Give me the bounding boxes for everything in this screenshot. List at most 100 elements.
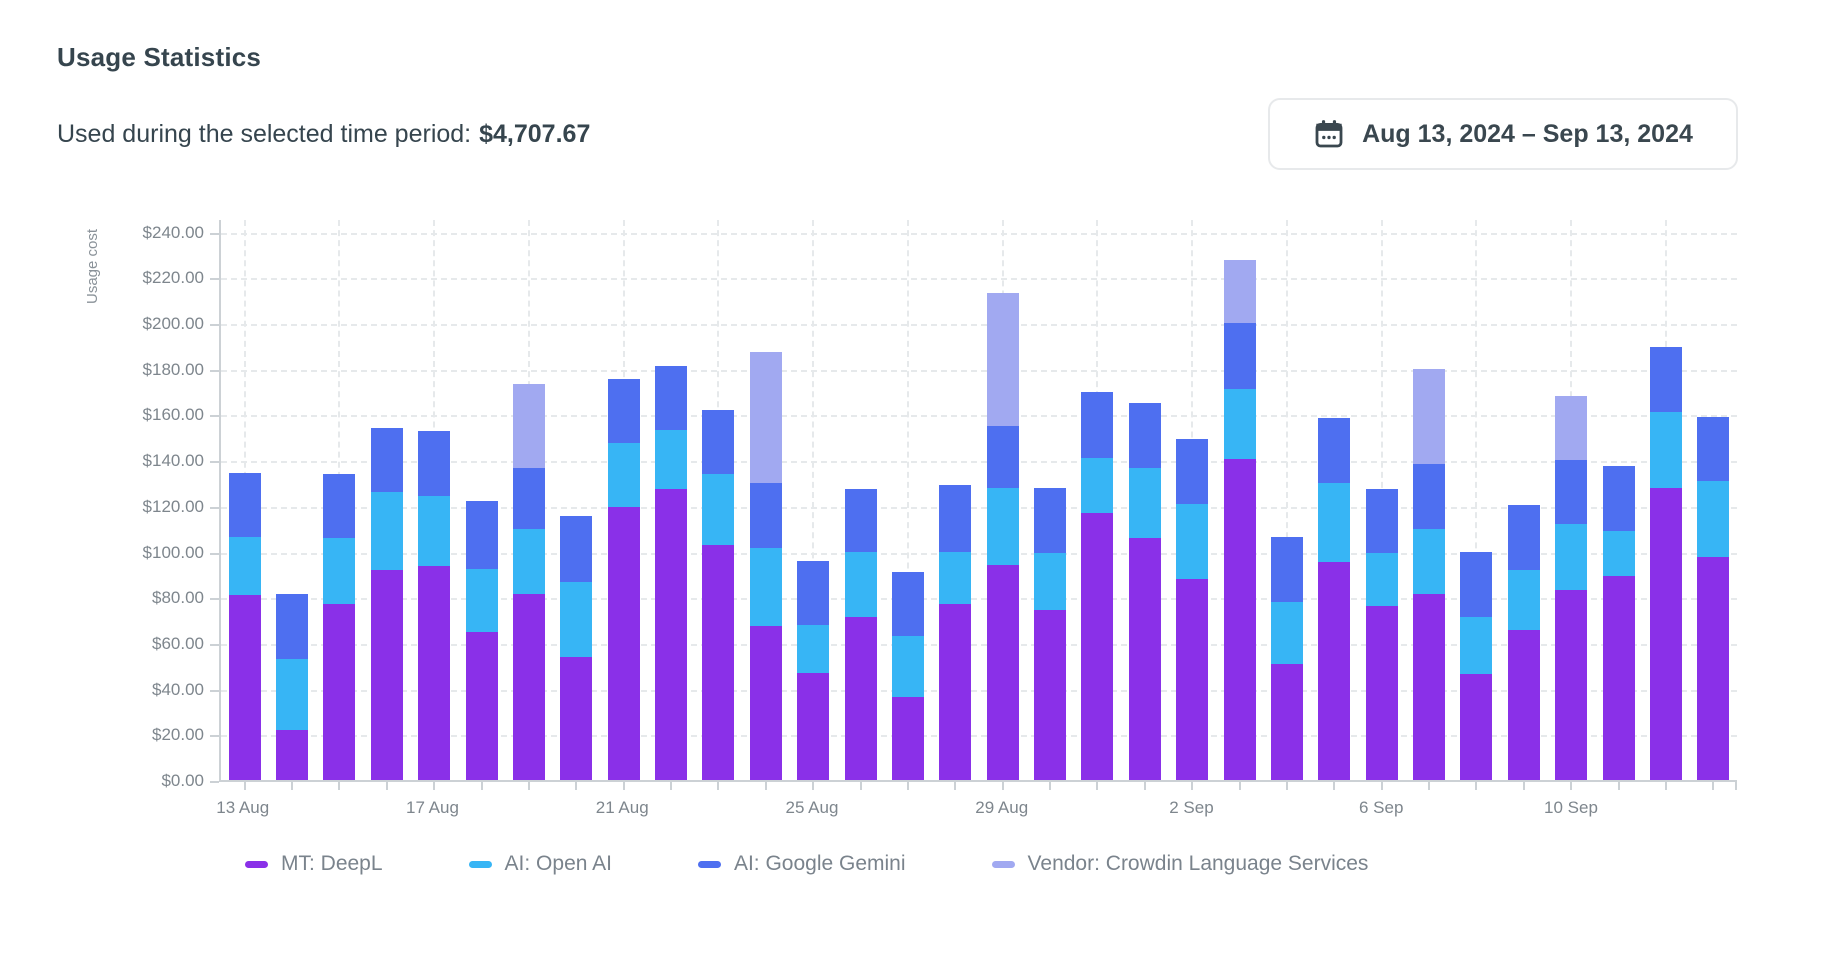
stacked-bar-21-aug[interactable] — [607, 220, 640, 780]
h-gridline — [221, 324, 1737, 327]
stacked-bar-2-sep[interactable] — [1176, 220, 1209, 780]
x-axis-tick — [1522, 782, 1525, 790]
legend-item-ai-google-gemini[interactable]: AI: Google Gemini — [697, 852, 906, 876]
stacked-bar-16-aug[interactable] — [370, 220, 403, 780]
y-axis-tick-label: $200.00 — [142, 314, 204, 334]
stacked-bar-4-sep[interactable] — [1270, 220, 1303, 780]
bar-segment — [323, 537, 356, 605]
bar-segment — [1413, 593, 1446, 780]
stacked-bar-20-aug[interactable] — [560, 220, 593, 780]
stacked-bar-5-sep[interactable] — [1318, 220, 1351, 780]
bar-slot — [1216, 220, 1263, 780]
bar-segment — [1034, 609, 1067, 780]
stacked-bar-14-aug[interactable] — [276, 220, 309, 780]
bar-segment — [1176, 503, 1209, 579]
bar-segment — [1223, 389, 1256, 459]
legend-item-vendor-crowdin-language-services[interactable]: Vendor: Crowdin Language Services — [991, 852, 1369, 876]
y-axis-tick — [210, 369, 219, 372]
bar-segment — [1081, 512, 1114, 780]
y-axis-tick-label: $220.00 — [142, 268, 204, 288]
bar-segment — [1270, 536, 1303, 602]
chart-legend: MT: DeepL AI: Open AI AI: Google Gemini Ven… — [245, 852, 1368, 876]
legend-label: MT: DeepL — [281, 852, 383, 875]
legend-item-ai-open-ai[interactable]: AI: Open AI — [468, 852, 612, 876]
stacked-bar-27-aug[interactable] — [891, 220, 924, 780]
y-axis-tick — [210, 461, 219, 464]
stacked-bar-31-aug[interactable] — [1081, 220, 1114, 780]
stacked-bar-1-sep[interactable] — [1128, 220, 1161, 780]
bar-segment — [749, 625, 782, 780]
bar-slot — [1263, 220, 1310, 780]
stacked-bar-13-sep[interactable] — [1697, 220, 1730, 780]
y-axis-tick-label: $20.00 — [152, 725, 204, 745]
y-axis-tick — [210, 643, 219, 646]
bar-segment — [1223, 260, 1256, 324]
stacked-bar-22-aug[interactable] — [655, 220, 688, 780]
bar-slot — [695, 220, 742, 780]
bar-segment — [370, 492, 403, 570]
stacked-bar-25-aug[interactable] — [797, 220, 830, 780]
stacked-bar-12-sep[interactable] — [1649, 220, 1682, 780]
bar-segment — [1697, 480, 1730, 558]
stacked-bar-6-sep[interactable] — [1365, 220, 1398, 780]
bar-slot — [600, 220, 647, 780]
bar-segment — [939, 485, 972, 552]
bar-segment — [749, 548, 782, 626]
x-axis-tick — [575, 782, 578, 790]
legend-item-mt-deepl[interactable]: MT: DeepL — [245, 852, 383, 876]
legend-label: AI: Open AI — [504, 852, 612, 875]
stacked-bar-24-aug[interactable] — [749, 220, 782, 780]
stacked-bar-19-aug[interactable] — [512, 220, 545, 780]
stacked-bar-23-aug[interactable] — [702, 220, 735, 780]
x-axis-tick — [1617, 782, 1620, 790]
stacked-bar-17-aug[interactable] — [418, 220, 451, 780]
bar-segment — [1649, 347, 1682, 413]
stacked-bar-15-aug[interactable] — [323, 220, 356, 780]
bar-segment — [323, 604, 356, 780]
stacked-bar-13-aug[interactable] — [228, 220, 261, 780]
bar-segment — [1223, 459, 1256, 780]
bar-segment — [370, 569, 403, 780]
x-axis-end-tick — [1735, 782, 1737, 790]
stacked-bar-30-aug[interactable] — [1034, 220, 1067, 780]
bar-segment — [560, 582, 593, 657]
bar-slot — [553, 220, 600, 780]
bar-segment — [465, 568, 498, 632]
stacked-bar-28-aug[interactable] — [939, 220, 972, 780]
x-axis-tick-label: 25 Aug — [785, 798, 839, 817]
stacked-bar-26-aug[interactable] — [844, 220, 877, 780]
bar-slot — [1121, 220, 1168, 780]
x-axis-tick-label: 6 Sep — [1359, 798, 1404, 817]
h-gridline — [221, 689, 1737, 692]
bar-segment — [607, 507, 640, 780]
x-axis-tick — [1570, 782, 1573, 790]
v-gridline — [812, 220, 815, 780]
x-axis-tick — [859, 782, 862, 790]
legend-label: Vendor: Crowdin Language Services — [1027, 852, 1369, 875]
bar-slot — [221, 220, 268, 780]
bar-segment — [1223, 323, 1256, 390]
calendar-icon — [1313, 118, 1345, 150]
stacked-bar-7-sep[interactable] — [1413, 220, 1446, 780]
y-axis-tick — [210, 689, 219, 692]
h-gridline — [221, 232, 1737, 235]
h-gridline — [221, 461, 1737, 464]
bar-slot — [1453, 220, 1500, 780]
stacked-bar-11-sep[interactable] — [1602, 220, 1635, 780]
x-axis-tick — [243, 782, 246, 790]
stacked-bar-18-aug[interactable] — [465, 220, 498, 780]
x-axis-tick-label: 17 Aug — [405, 798, 459, 817]
bar-slot — [1358, 220, 1405, 780]
stacked-bar-3-sep[interactable] — [1223, 220, 1256, 780]
bar-slot — [1169, 220, 1216, 780]
stacked-bar-8-sep[interactable] — [1460, 220, 1493, 780]
page-title: Usage Statistics — [57, 42, 262, 72]
bar-segment — [1602, 531, 1635, 576]
stacked-bar-29-aug[interactable] — [986, 220, 1019, 780]
stacked-bar-10-sep[interactable] — [1555, 220, 1588, 780]
stacked-bar-9-sep[interactable] — [1507, 220, 1540, 780]
bar-segment — [418, 495, 451, 567]
bar-segment — [418, 566, 451, 780]
date-range-button[interactable]: Aug 13, 2024 – Sep 13, 2024 — [1268, 98, 1738, 170]
bar-segment — [1649, 412, 1682, 488]
